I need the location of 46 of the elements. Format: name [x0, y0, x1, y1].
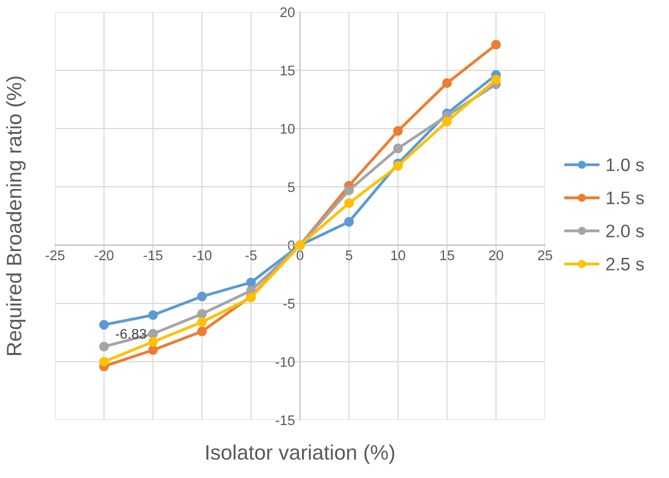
point: [148, 337, 158, 347]
point: [491, 74, 501, 84]
point: [197, 326, 207, 336]
y-axis-title: Required Broadening ratio (%): [6, 76, 26, 355]
x-tick-label: -20: [94, 250, 114, 260]
point: [491, 40, 501, 50]
x-tick-label: -10: [192, 250, 212, 260]
x-tick-label: 15: [440, 250, 454, 260]
point: [148, 328, 158, 339]
x-axis-title: Isolator variation (%): [206, 444, 394, 464]
x-tick-label: 25: [538, 250, 552, 260]
point: [99, 320, 109, 330]
point: [393, 161, 403, 171]
point: [148, 310, 158, 320]
legend-label: 2.5 s: [606, 258, 644, 270]
point: [99, 356, 109, 367]
x-tick-label: -5: [245, 250, 257, 260]
x-tick-label: -15: [144, 250, 162, 260]
point: [197, 317, 207, 327]
point: [344, 216, 354, 227]
annotation: -6.83: [116, 328, 146, 339]
y-tick-label: 15: [280, 66, 295, 76]
point: [442, 116, 452, 126]
x-tick-label: 5: [346, 250, 352, 260]
point: [393, 144, 403, 154]
legend-label: 1.5 s: [606, 192, 644, 204]
legend-label: 1.0 s: [606, 158, 644, 172]
point: [197, 309, 207, 319]
point: [442, 78, 452, 88]
y-tick-label: -5: [283, 298, 295, 309]
point: [99, 342, 109, 352]
point: [393, 126, 403, 136]
point: [344, 185, 354, 196]
x-tick-label: 20: [488, 250, 504, 260]
y-tick-label: 20: [280, 7, 295, 18]
point: [148, 345, 158, 355]
y-tick-label: 5: [288, 182, 295, 192]
point: [246, 278, 256, 288]
legend-label: 2.0 s: [606, 224, 644, 238]
y-tick-label: 10: [280, 124, 295, 134]
y-tick-label: -10: [276, 357, 295, 367]
x-tick-label: -25: [46, 250, 64, 260]
y-tick-label: -15: [276, 415, 295, 426]
x-tick-label: 10: [391, 250, 406, 260]
point: [197, 292, 207, 302]
point: [344, 198, 354, 208]
